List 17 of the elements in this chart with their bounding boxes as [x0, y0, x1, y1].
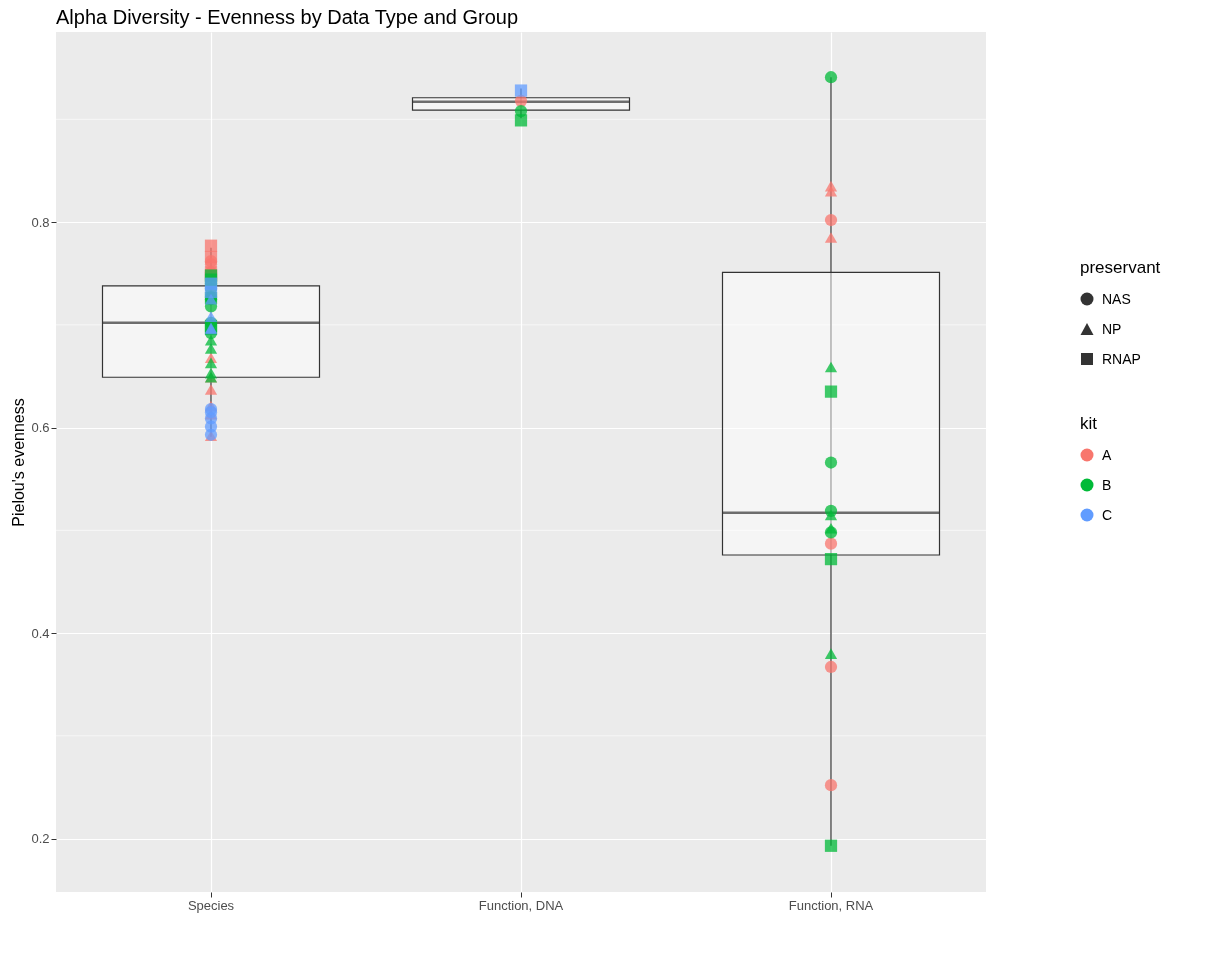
legend-label: B	[1102, 477, 1112, 493]
legend-title: kit	[1080, 414, 1098, 434]
y-tick-label: 0.8	[31, 214, 50, 230]
x-tick-label: Function, RNA	[788, 897, 874, 913]
y-axis-title: Pielou's evenness	[10, 398, 28, 527]
y-tick-label: 0.4	[31, 625, 50, 641]
x-tick-label: Species	[187, 897, 235, 913]
legend-label: A	[1102, 447, 1112, 463]
y-tick-label: 0.2	[31, 831, 50, 847]
legend-label: C	[1102, 507, 1113, 523]
y-tick-label: 0.6	[31, 420, 50, 436]
text: NAS	[1102, 291, 1131, 307]
chart-title: Alpha Diversity - Evenness by Data Type and Group	[56, 6, 519, 28]
x-tick-label: Function, DNA	[478, 897, 564, 913]
text: RNAP	[1102, 351, 1141, 367]
text: preservant	[1080, 258, 1161, 278]
text: NP	[1102, 321, 1122, 337]
